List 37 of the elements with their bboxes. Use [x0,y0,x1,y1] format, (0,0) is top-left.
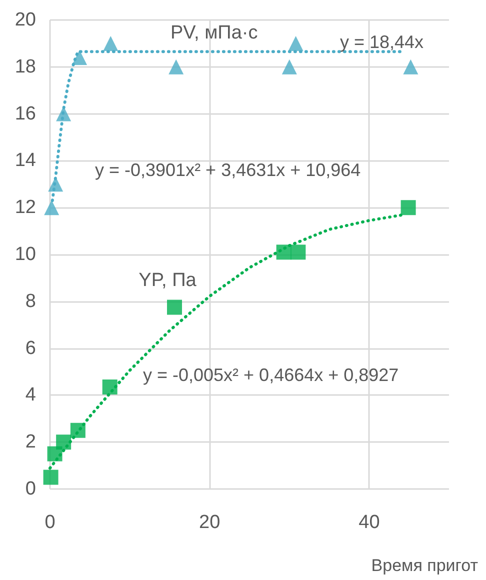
point [288,36,304,51]
point [47,446,62,462]
y-tick-label: 4 [25,384,36,406]
x-axis-title: Время пригот [371,556,478,575]
point [56,434,72,450]
point [70,422,86,438]
annotation: y = -0,005x² + 0,4664x + 0,8927 [143,365,399,385]
point [168,59,184,74]
y-tick-label: 6 [25,338,36,359]
point [400,200,416,216]
point [276,244,292,260]
y-tick-label: 18 [14,56,36,78]
point [102,379,118,394]
y-tick-label: 20 [14,10,36,30]
point [166,300,182,315]
point [282,59,297,74]
point [44,200,60,216]
y-tick-label: 16 [14,103,36,124]
y-tick-label: 2 [25,432,36,453]
y-tick-label: 12 [14,197,36,218]
y-tick-label: 10 [14,244,36,265]
point [103,36,118,51]
series-label: YP, Па [138,270,197,291]
y-tick-label: 8 [25,290,36,312]
y-tick-label: 0 [25,478,36,500]
x-tick-label: 20 [199,512,220,533]
x-tick-label: 0 [44,512,56,533]
y-tick-label: 14 [14,150,36,172]
point [72,50,88,66]
series-label: PV, мПа·с [170,22,258,44]
annotation: y = 18,44x [340,32,424,52]
x-tick-label: 40 [358,512,380,533]
point [290,244,306,260]
point [43,470,58,485]
point [403,59,418,74]
point [48,176,64,192]
annotation: y = -0,3901x² + 3,4631x + 10,964 [95,160,361,180]
